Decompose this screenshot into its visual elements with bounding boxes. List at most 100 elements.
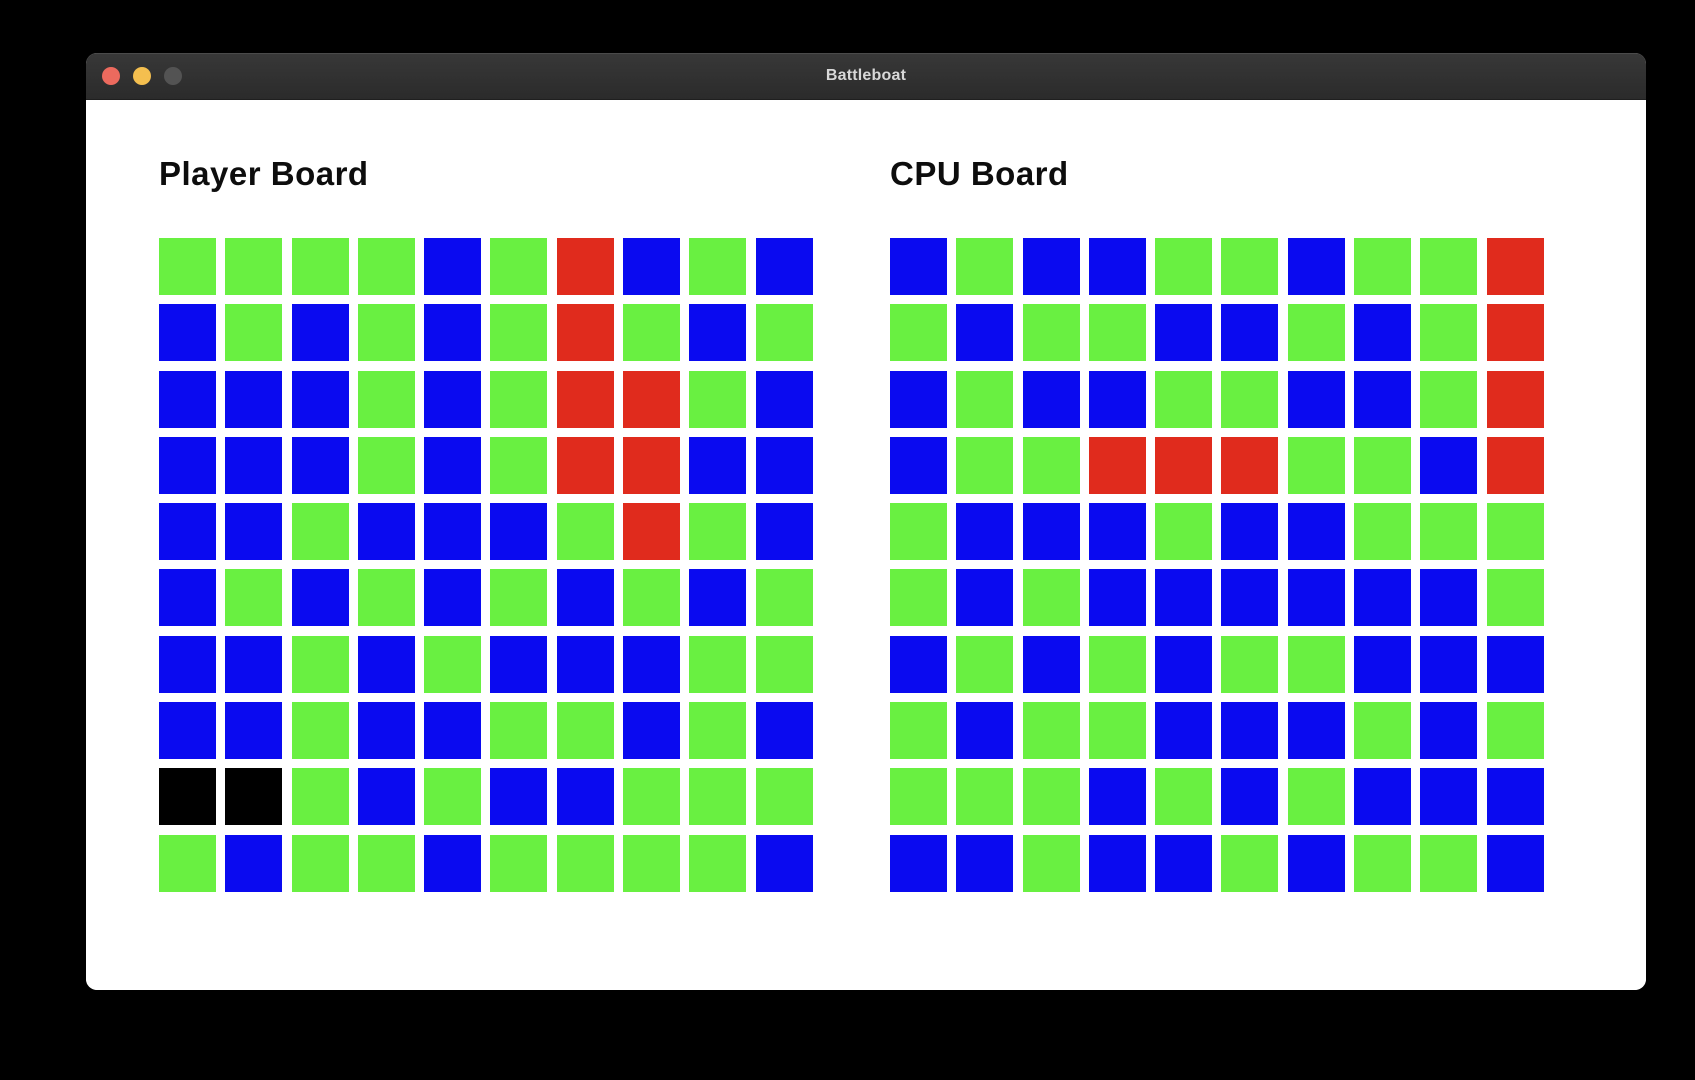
minimize-button[interactable] — [133, 67, 151, 85]
cpu-cell-r4-c5[interactable] — [1155, 436, 1213, 494]
cpu-cell-r10-c3[interactable] — [1022, 834, 1080, 892]
cpu-cell-r1-c6[interactable] — [1221, 238, 1279, 295]
cpu-cell-r4-c8[interactable] — [1354, 436, 1412, 494]
cpu-cell-r2-c10[interactable] — [1486, 304, 1544, 362]
cpu-cell-r6-c5[interactable] — [1155, 569, 1213, 627]
cpu-cell-r5-c1[interactable] — [890, 503, 947, 561]
cpu-cell-r6-c4[interactable] — [1088, 569, 1146, 627]
cpu-cell-r4-c4[interactable] — [1088, 436, 1146, 494]
cpu-cell-r8-c3[interactable] — [1022, 702, 1080, 760]
cpu-cell-r6-c8[interactable] — [1354, 569, 1412, 627]
cpu-cell-r2-c4[interactable] — [1088, 304, 1146, 362]
cpu-cell-r7-c5[interactable] — [1155, 635, 1213, 693]
cpu-cell-r4-c2[interactable] — [956, 436, 1014, 494]
cpu-cell-r6-c1[interactable] — [890, 569, 947, 627]
cpu-cell-r3-c9[interactable] — [1420, 370, 1478, 428]
cpu-cell-r8-c10[interactable] — [1486, 702, 1544, 760]
cpu-cell-r7-c6[interactable] — [1221, 635, 1279, 693]
cpu-cell-r8-c7[interactable] — [1287, 702, 1345, 760]
close-button[interactable] — [102, 67, 120, 85]
cpu-cell-r8-c5[interactable] — [1155, 702, 1213, 760]
cpu-cell-r8-c1[interactable] — [890, 702, 947, 760]
cpu-cell-r9-c2[interactable] — [956, 768, 1014, 826]
cpu-cell-r4-c7[interactable] — [1287, 436, 1345, 494]
cpu-cell-r10-c1[interactable] — [890, 834, 947, 892]
cpu-cell-r10-c10[interactable] — [1486, 834, 1544, 892]
cpu-cell-r10-c5[interactable] — [1155, 834, 1213, 892]
cpu-cell-r4-c10[interactable] — [1486, 436, 1544, 494]
cpu-cell-r5-c2[interactable] — [956, 503, 1014, 561]
cpu-cell-r6-c9[interactable] — [1420, 569, 1478, 627]
cpu-cell-r5-c8[interactable] — [1354, 503, 1412, 561]
cpu-cell-r9-c6[interactable] — [1221, 768, 1279, 826]
cpu-cell-r3-c1[interactable] — [890, 370, 947, 428]
cpu-cell-r2-c2[interactable] — [956, 304, 1014, 362]
cpu-cell-r10-c6[interactable] — [1221, 834, 1279, 892]
cpu-cell-r1-c4[interactable] — [1088, 238, 1146, 295]
cpu-cell-r4-c9[interactable] — [1420, 436, 1478, 494]
cpu-cell-r5-c6[interactable] — [1221, 503, 1279, 561]
cpu-cell-r2-c6[interactable] — [1221, 304, 1279, 362]
cpu-cell-r8-c9[interactable] — [1420, 702, 1478, 760]
cpu-cell-r4-c3[interactable] — [1022, 436, 1080, 494]
cpu-cell-r8-c2[interactable] — [956, 702, 1014, 760]
cpu-cell-r2-c7[interactable] — [1287, 304, 1345, 362]
cpu-cell-r3-c4[interactable] — [1088, 370, 1146, 428]
cpu-cell-r1-c7[interactable] — [1287, 238, 1345, 295]
cpu-cell-r1-c9[interactable] — [1420, 238, 1478, 295]
cpu-cell-r7-c10[interactable] — [1486, 635, 1544, 693]
cpu-cell-r4-c1[interactable] — [890, 436, 947, 494]
cpu-cell-r10-c4[interactable] — [1088, 834, 1146, 892]
cpu-cell-r6-c3[interactable] — [1022, 569, 1080, 627]
cpu-cell-r1-c5[interactable] — [1155, 238, 1213, 295]
cpu-cell-r7-c3[interactable] — [1022, 635, 1080, 693]
cpu-cell-r9-c1[interactable] — [890, 768, 947, 826]
cpu-cell-r9-c10[interactable] — [1486, 768, 1544, 826]
cpu-cell-r9-c4[interactable] — [1088, 768, 1146, 826]
cpu-cell-r9-c7[interactable] — [1287, 768, 1345, 826]
cpu-cell-r3-c3[interactable] — [1022, 370, 1080, 428]
cpu-cell-r7-c4[interactable] — [1088, 635, 1146, 693]
cpu-cell-r9-c9[interactable] — [1420, 768, 1478, 826]
cpu-cell-r2-c8[interactable] — [1354, 304, 1412, 362]
cpu-cell-r3-c5[interactable] — [1155, 370, 1213, 428]
cpu-cell-r8-c8[interactable] — [1354, 702, 1412, 760]
zoom-button[interactable] — [164, 67, 182, 85]
cpu-cell-r3-c2[interactable] — [956, 370, 1014, 428]
cpu-cell-r9-c5[interactable] — [1155, 768, 1213, 826]
cpu-cell-r2-c9[interactable] — [1420, 304, 1478, 362]
cpu-cell-r2-c1[interactable] — [890, 304, 947, 362]
cpu-cell-r4-c6[interactable] — [1221, 436, 1279, 494]
cpu-cell-r5-c9[interactable] — [1420, 503, 1478, 561]
cpu-cell-r5-c3[interactable] — [1022, 503, 1080, 561]
cpu-cell-r1-c10[interactable] — [1486, 238, 1544, 295]
cpu-cell-r1-c3[interactable] — [1022, 238, 1080, 295]
cpu-cell-r1-c1[interactable] — [890, 238, 947, 295]
cpu-cell-r5-c7[interactable] — [1287, 503, 1345, 561]
cpu-cell-r2-c3[interactable] — [1022, 304, 1080, 362]
cpu-cell-r9-c8[interactable] — [1354, 768, 1412, 826]
cpu-cell-r7-c1[interactable] — [890, 635, 947, 693]
cpu-cell-r3-c7[interactable] — [1287, 370, 1345, 428]
cpu-cell-r5-c10[interactable] — [1486, 503, 1544, 561]
cpu-cell-r5-c4[interactable] — [1088, 503, 1146, 561]
cpu-cell-r10-c9[interactable] — [1420, 834, 1478, 892]
cpu-cell-r8-c6[interactable] — [1221, 702, 1279, 760]
cpu-cell-r6-c6[interactable] — [1221, 569, 1279, 627]
cpu-cell-r10-c7[interactable] — [1287, 834, 1345, 892]
cpu-cell-r7-c7[interactable] — [1287, 635, 1345, 693]
cpu-cell-r2-c5[interactable] — [1155, 304, 1213, 362]
cpu-cell-r3-c8[interactable] — [1354, 370, 1412, 428]
cpu-cell-r7-c8[interactable] — [1354, 635, 1412, 693]
cpu-cell-r10-c2[interactable] — [956, 834, 1014, 892]
title-bar[interactable]: Battleboat — [86, 53, 1646, 100]
cpu-cell-r10-c8[interactable] — [1354, 834, 1412, 892]
cpu-cell-r7-c2[interactable] — [956, 635, 1014, 693]
cpu-cell-r1-c8[interactable] — [1354, 238, 1412, 295]
cpu-cell-r8-c4[interactable] — [1088, 702, 1146, 760]
cpu-cell-r6-c10[interactable] — [1486, 569, 1544, 627]
cpu-cell-r6-c2[interactable] — [956, 569, 1014, 627]
cpu-cell-r6-c7[interactable] — [1287, 569, 1345, 627]
cpu-cell-r9-c3[interactable] — [1022, 768, 1080, 826]
cpu-cell-r3-c6[interactable] — [1221, 370, 1279, 428]
